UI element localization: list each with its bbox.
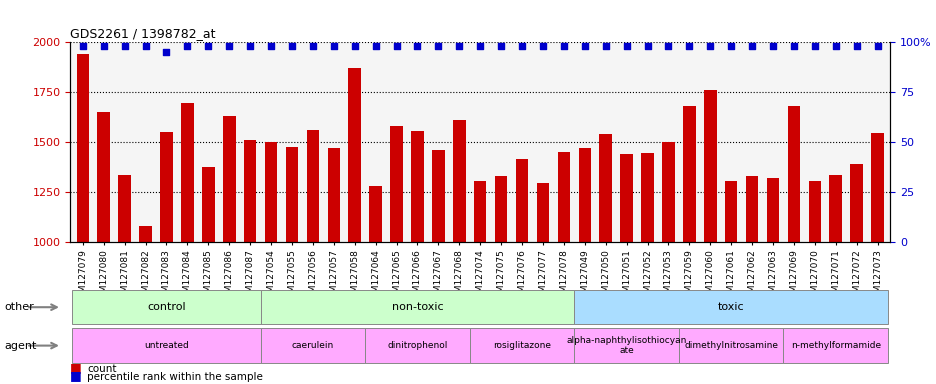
Bar: [536, 183, 548, 384]
Point: [285, 43, 300, 49]
Text: other: other: [5, 302, 35, 312]
Bar: [724, 181, 737, 384]
Bar: [494, 176, 507, 384]
Point: [785, 43, 800, 49]
Bar: [411, 131, 423, 384]
Bar: [97, 112, 110, 384]
Point: [681, 43, 696, 49]
Point: [827, 43, 842, 49]
Point: [597, 43, 612, 49]
Text: control: control: [147, 302, 185, 312]
Text: dimethylnitrosamine: dimethylnitrosamine: [683, 341, 778, 350]
Point: [493, 43, 508, 49]
Point: [326, 43, 341, 49]
Point: [368, 43, 383, 49]
Point: [702, 43, 717, 49]
Bar: [202, 167, 214, 384]
Point: [451, 43, 466, 49]
Bar: [640, 153, 653, 384]
Bar: [870, 133, 883, 384]
Point: [556, 43, 571, 49]
Bar: [557, 152, 569, 384]
Point: [180, 43, 195, 49]
Bar: [306, 130, 319, 384]
Bar: [431, 150, 445, 384]
Point: [200, 43, 215, 49]
Bar: [766, 178, 779, 384]
Bar: [348, 68, 360, 384]
Point: [388, 43, 403, 49]
Point: [514, 43, 529, 49]
Point: [431, 43, 446, 49]
Bar: [390, 126, 402, 384]
Point: [347, 43, 362, 49]
Bar: [285, 147, 298, 384]
Bar: [328, 148, 340, 384]
Text: alpha-naphthylisothiocyan
ate: alpha-naphthylisothiocyan ate: [566, 336, 686, 355]
Point: [870, 43, 885, 49]
Bar: [265, 142, 277, 384]
Point: [848, 43, 863, 49]
Bar: [474, 181, 486, 384]
Text: count: count: [87, 364, 116, 374]
Point: [534, 43, 549, 49]
Point: [660, 43, 675, 49]
Point: [305, 43, 320, 49]
Point: [765, 43, 780, 49]
Bar: [139, 226, 152, 384]
Bar: [850, 164, 862, 384]
Bar: [578, 148, 591, 384]
Text: caerulein: caerulein: [291, 341, 333, 350]
Point: [472, 43, 487, 49]
Point: [619, 43, 634, 49]
Bar: [118, 175, 131, 384]
Point: [639, 43, 654, 49]
Bar: [181, 103, 194, 384]
Point: [242, 43, 257, 49]
Bar: [808, 181, 820, 384]
Text: untreated: untreated: [144, 341, 189, 350]
Bar: [787, 106, 799, 384]
Point: [410, 43, 425, 49]
Bar: [452, 120, 465, 384]
Point: [807, 43, 822, 49]
Bar: [662, 142, 674, 384]
Text: n-methylformamide: n-methylformamide: [790, 341, 880, 350]
Text: ■: ■: [70, 361, 82, 374]
Text: dinitrophenol: dinitrophenol: [387, 341, 447, 350]
Bar: [369, 186, 382, 384]
Point: [222, 43, 237, 49]
Text: toxic: toxic: [717, 302, 744, 312]
Text: ■: ■: [70, 369, 82, 382]
Text: percentile rank within the sample: percentile rank within the sample: [87, 372, 263, 382]
Point: [159, 49, 174, 55]
Point: [744, 43, 759, 49]
Text: non-toxic: non-toxic: [391, 302, 443, 312]
Point: [96, 43, 111, 49]
Bar: [828, 175, 841, 384]
Bar: [160, 132, 172, 384]
Bar: [243, 140, 256, 384]
Point: [117, 43, 132, 49]
Bar: [620, 154, 632, 384]
Point: [263, 43, 278, 49]
Bar: [515, 159, 528, 384]
Bar: [682, 106, 695, 384]
Point: [138, 43, 153, 49]
Text: agent: agent: [5, 341, 37, 351]
Point: [723, 43, 738, 49]
Text: GDS2261 / 1398782_at: GDS2261 / 1398782_at: [70, 26, 215, 40]
Bar: [599, 134, 611, 384]
Point: [75, 43, 90, 49]
Point: [577, 43, 592, 49]
Bar: [745, 176, 757, 384]
Bar: [703, 90, 716, 384]
Bar: [223, 116, 235, 384]
Bar: [77, 54, 89, 384]
Text: rosiglitazone: rosiglitazone: [492, 341, 550, 350]
